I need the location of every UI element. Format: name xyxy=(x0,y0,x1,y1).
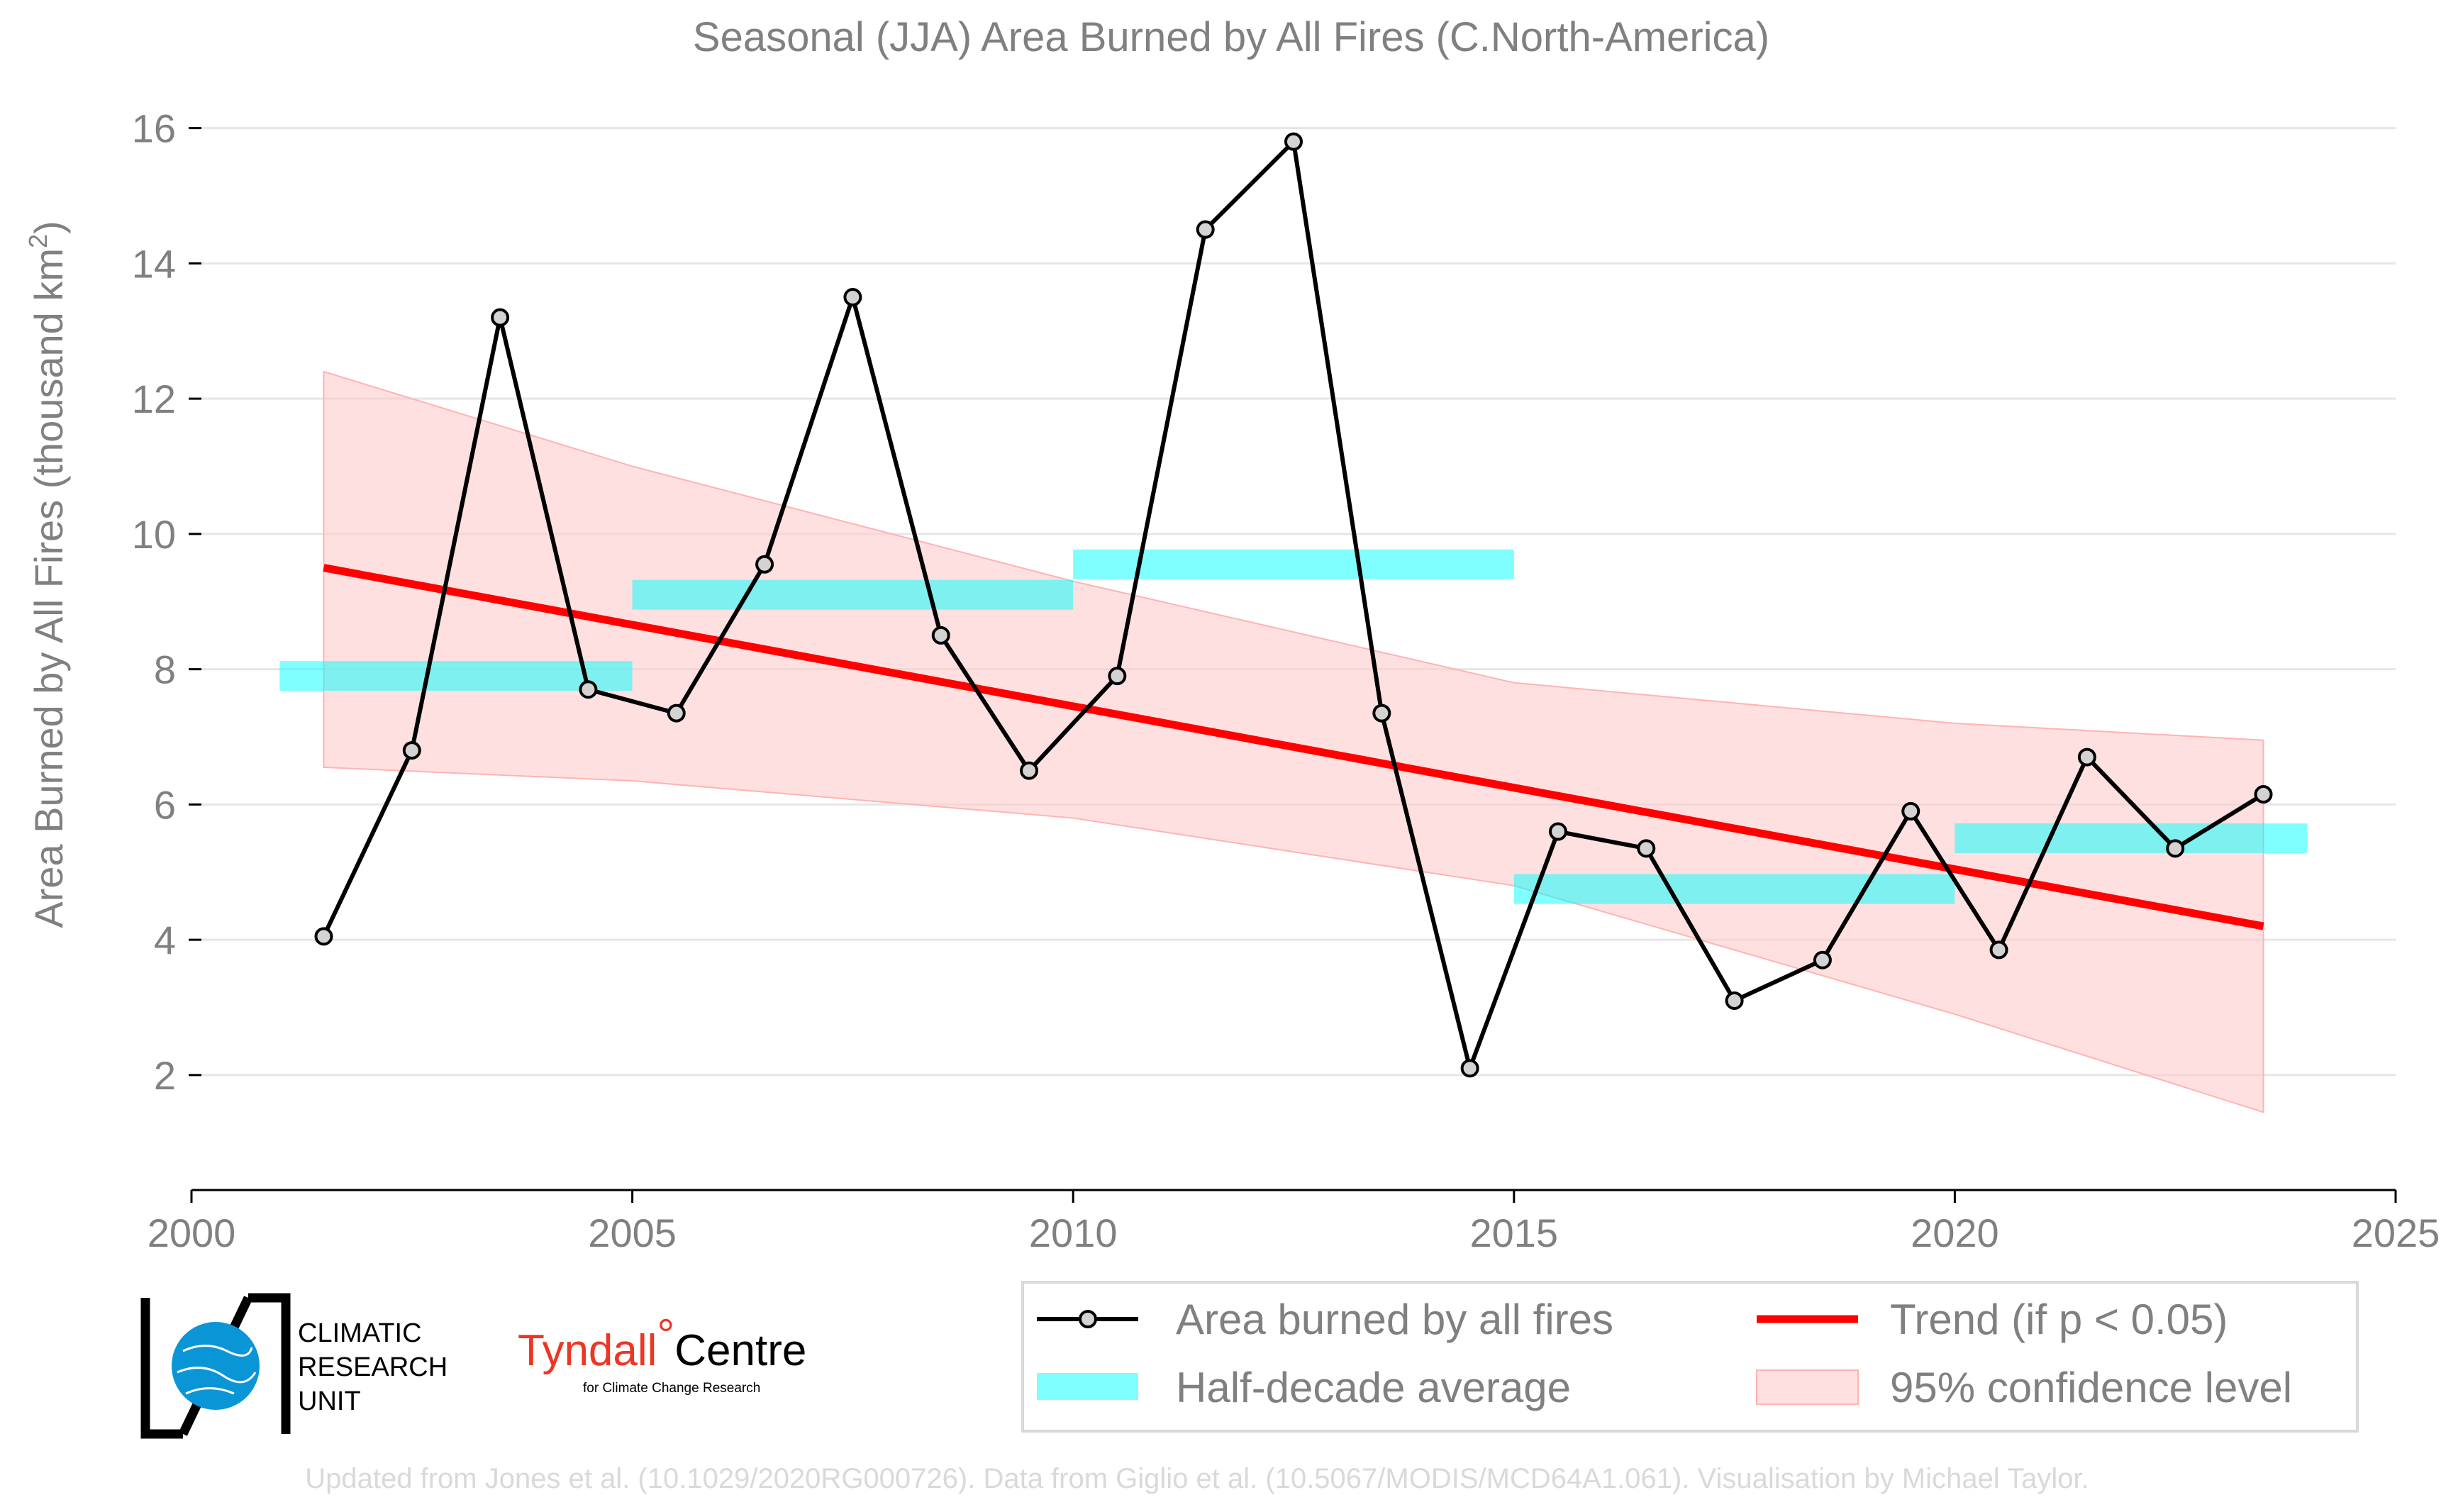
data-point-21 xyxy=(2166,839,2185,858)
cru-logo-bracket-right xyxy=(248,1293,291,1434)
x-tick-label-2: 2010 xyxy=(1029,1211,1118,1255)
y-axis-label-sup: 2 xyxy=(23,234,52,248)
data-point-7 xyxy=(931,626,950,645)
axes: 2000 2005 2010 2015 2020 2025 2 4 6 8 10 12 14 16 xyxy=(132,106,2440,1255)
y-tick-label-2: 6 xyxy=(154,782,176,827)
cru-logo: CLIMATIC RESEARCH UNIT xyxy=(140,1293,447,1439)
trend-line xyxy=(323,564,2264,930)
data-point-8 xyxy=(1020,761,1039,780)
data-point-19 xyxy=(1989,940,2008,960)
tyndall-logo-black: Centre xyxy=(674,1326,806,1375)
x-tick-label-5: 2025 xyxy=(2352,1211,2440,1255)
y-tick-label-7: 16 xyxy=(132,106,176,151)
data-point-17 xyxy=(1813,950,1832,969)
confidence-band xyxy=(323,370,2264,1113)
data-point-0 xyxy=(314,927,333,946)
legend-swatch-confidence xyxy=(1756,1369,1859,1405)
y-axis-label-end: ) xyxy=(26,221,71,234)
tyndall-logo-red: Tyndall xyxy=(518,1326,657,1375)
x-tick-label-0: 2000 xyxy=(148,1211,236,1255)
cru-logo-line-3: UNIT xyxy=(298,1386,361,1416)
y-axis-label-main: Area Burned by All Fires (thousand km xyxy=(26,248,71,928)
legend: Area burned by all fires Half-decade ave… xyxy=(1021,1281,2359,1433)
trend-line-path xyxy=(323,564,2264,930)
half-decade-bar-4 xyxy=(1955,823,2308,854)
x-tick-label-3: 2015 xyxy=(1470,1211,1559,1255)
data-point-11 xyxy=(1284,132,1303,151)
legend-label-series: Area burned by all fires xyxy=(1176,1296,1613,1343)
legend-box xyxy=(1021,1281,2359,1433)
half-decade-bar-1 xyxy=(632,579,1074,610)
data-point-6 xyxy=(843,288,862,307)
data-point-10 xyxy=(1196,220,1215,239)
chart-title: Seasonal (JJA) Area Burned by All Fires … xyxy=(693,14,1769,60)
cru-logo-line-2: RESEARCH xyxy=(298,1352,447,1382)
tyndall-logo-degree: ° xyxy=(657,1311,674,1360)
legend-swatch-half-decade xyxy=(1037,1373,1138,1400)
footer-credits: Updated from Jones et al. (10.1029/2020R… xyxy=(305,1463,2089,1494)
data-point-14 xyxy=(1548,822,1567,841)
tyndall-logo: Tyndall°Centre for Climate Change Resear… xyxy=(518,1311,806,1396)
half-decade-bar-3 xyxy=(1513,874,1955,904)
data-point-12 xyxy=(1372,704,1391,723)
tyndall-logo-sub: for Climate Change Research xyxy=(583,1381,760,1396)
x-tick-label-4: 2020 xyxy=(1911,1211,1999,1255)
y-tick-label-1: 4 xyxy=(154,918,176,962)
data-point-15 xyxy=(1637,839,1656,858)
data-point-2 xyxy=(491,308,510,327)
legend-label-confidence: 95% confidence level xyxy=(1890,1364,2292,1411)
half-decade-averages xyxy=(279,549,2308,904)
tyndall-logo-wordmark: Tyndall°Centre xyxy=(518,1311,806,1375)
cru-logo-bracket-left xyxy=(140,1298,183,1439)
data-point-13 xyxy=(1460,1059,1479,1078)
data-point-4 xyxy=(667,704,686,723)
cru-logo-line-1: CLIMATIC xyxy=(298,1318,422,1348)
confidence-band-area xyxy=(323,370,2264,1113)
half-decade-bar-0 xyxy=(279,661,633,691)
y-tick-label-4: 10 xyxy=(132,512,176,557)
legend-label-half-decade: Half-decade average xyxy=(1176,1364,1571,1411)
y-tick-label-6: 14 xyxy=(132,241,176,286)
data-point-16 xyxy=(1725,991,1744,1010)
data-point-18 xyxy=(1901,801,1920,821)
y-tick-label-5: 12 xyxy=(132,377,176,421)
legend-label-trend: Trend (if p < 0.05) xyxy=(1890,1296,2228,1343)
y-tick-label-3: 8 xyxy=(154,647,176,692)
data-point-9 xyxy=(1108,667,1127,686)
half-decade-bar-2 xyxy=(1073,549,1514,579)
data-point-3 xyxy=(579,680,598,699)
cru-logo-globe-lines xyxy=(177,1345,257,1395)
y-axis-label: Area Burned by All Fires (thousand km2) xyxy=(23,221,71,928)
cru-logo-globe xyxy=(172,1322,260,1410)
series-area-burned xyxy=(314,132,2273,1078)
legend-swatch-series-marker xyxy=(1079,1310,1097,1328)
y-tick-label-0: 2 xyxy=(154,1053,176,1098)
data-point-20 xyxy=(2077,747,2096,767)
data-point-22 xyxy=(2254,785,2273,804)
x-tick-label-1: 2005 xyxy=(588,1211,677,1255)
data-point-5 xyxy=(755,555,774,574)
data-point-1 xyxy=(402,741,421,760)
